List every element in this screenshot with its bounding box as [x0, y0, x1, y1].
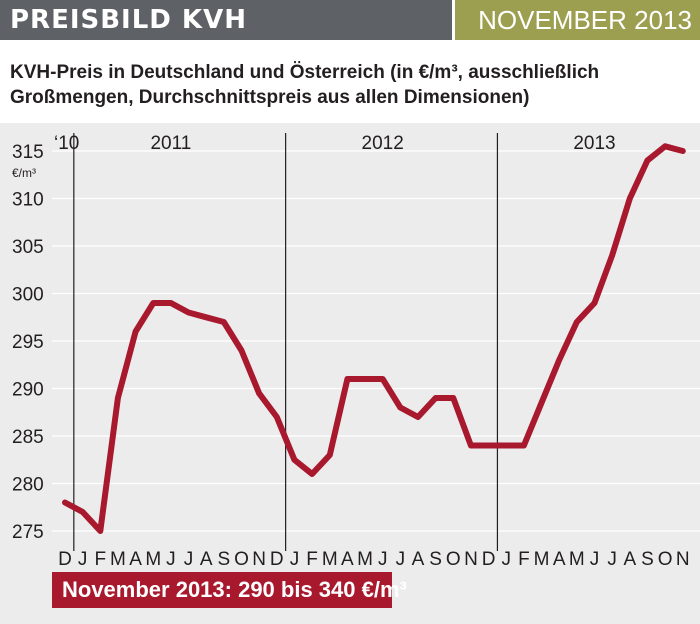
month-label: O: [446, 549, 461, 570]
month-label: A: [412, 549, 425, 570]
month-label: J: [166, 549, 176, 570]
year-label: ‘10: [54, 133, 79, 154]
month-label: D: [482, 549, 496, 570]
month-label: F: [94, 549, 106, 570]
month-label: J: [78, 549, 88, 570]
y-tick-label: 285: [12, 427, 44, 448]
price-range-box: November 2013: 290 bis 340 €/m³: [52, 572, 407, 608]
header-date: NOVEMBER 2013: [455, 0, 700, 40]
month-label: J: [290, 549, 300, 570]
month-label: N: [676, 549, 690, 570]
month-label: M: [322, 549, 338, 570]
y-axis-unit: €/m³: [12, 166, 36, 180]
month-label: S: [218, 549, 231, 570]
year-dividers: [73, 133, 499, 551]
year-labels: ‘10 2011 2012 2013: [54, 133, 616, 154]
month-label: F: [518, 549, 530, 570]
month-label: M: [145, 549, 161, 570]
header: PREISBILD KVH NOVEMBER 2013: [0, 0, 700, 40]
month-label: N: [464, 549, 478, 570]
month-label: A: [623, 549, 636, 570]
y-tick-label: 315: [12, 142, 44, 163]
month-label: A: [200, 549, 213, 570]
y-tick-label: 295: [12, 332, 44, 353]
y-axis-ticks: 275 280 285 290 295 300 305 310 315: [12, 142, 44, 543]
grid-lines: [52, 150, 700, 532]
month-label: D: [270, 549, 284, 570]
month-label: S: [429, 549, 442, 570]
month-label: M: [357, 549, 373, 570]
y-tick-label: 290: [12, 380, 44, 401]
year-label: 2011: [150, 133, 191, 154]
y-tick-label: 300: [12, 285, 44, 306]
month-label: M: [534, 549, 550, 570]
month-label: J: [184, 549, 194, 570]
y-tick-label: 305: [12, 237, 44, 258]
year-label: 2013: [573, 133, 615, 154]
month-label: J: [590, 549, 600, 570]
price-line: [62, 143, 686, 534]
month-label: D: [58, 549, 72, 570]
month-label: O: [658, 549, 673, 570]
month-label: M: [569, 549, 585, 570]
month-label: J: [396, 549, 406, 570]
y-tick-label: 275: [12, 522, 44, 543]
month-label: J: [502, 549, 512, 570]
year-label: 2012: [362, 133, 404, 154]
y-tick-label: 310: [12, 190, 44, 211]
chart-panel: 275 280 285 290 295 300 305 310 315 €/m³ ‘10 2011…: [0, 123, 700, 624]
month-label: S: [641, 549, 654, 570]
month-label: J: [607, 549, 617, 570]
month-label: M: [110, 549, 126, 570]
month-label: A: [553, 549, 566, 570]
month-label: N: [252, 549, 266, 570]
month-label: F: [306, 549, 318, 570]
line-chart: 275 280 285 290 295 300 305 310 315 €/m³ ‘10 2011…: [12, 133, 700, 570]
chart-subtitle: KVH-Preis in Deutschland und Österreich …: [10, 62, 600, 108]
month-label: O: [234, 549, 249, 570]
y-tick-label: 280: [12, 475, 44, 496]
month-label: J: [378, 549, 388, 570]
month-label: A: [129, 549, 142, 570]
header-title: PREISBILD KVH: [0, 0, 452, 40]
month-label: A: [341, 549, 354, 570]
